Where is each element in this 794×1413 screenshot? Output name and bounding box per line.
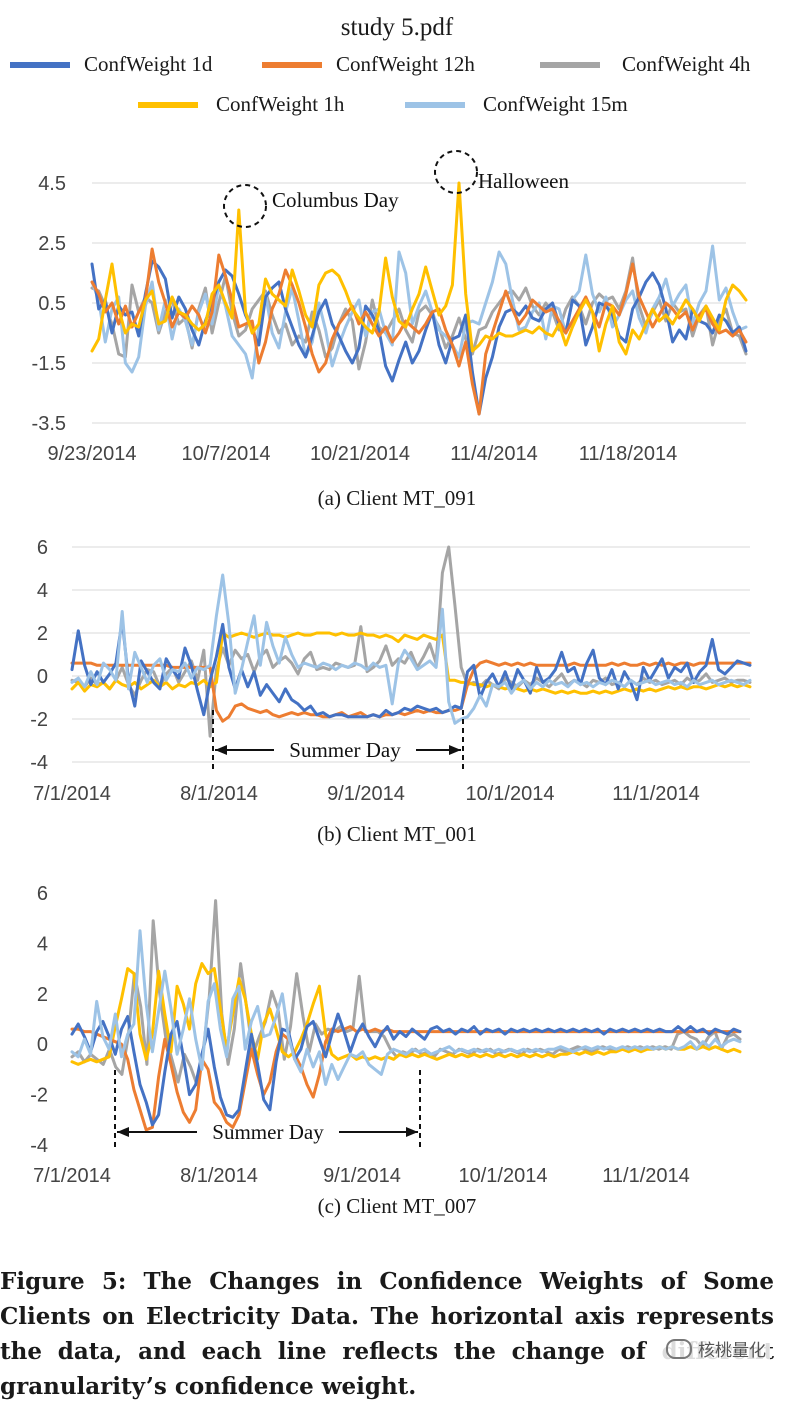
y-tick-label: -4 <box>30 752 48 774</box>
chart-legend: ConfWeight 1d ConfWeight 12h ConfWeight … <box>0 52 794 122</box>
watermark-text: 核桃量化 <box>698 1341 766 1361</box>
legend-label: ConfWeight 15m <box>483 92 628 116</box>
series-line-confweight-1d <box>70 618 752 719</box>
y-tick-label: 6 <box>37 537 48 559</box>
x-tick-label: 8/1/2014 <box>180 1165 258 1187</box>
legend-label: ConfWeight 1h <box>216 92 345 116</box>
annotation-halloween: Halloween <box>478 169 569 193</box>
y-tick-label: -2 <box>30 709 48 731</box>
document-title: study 5.pdf <box>340 14 454 41</box>
watermark: 核桃量化 <box>662 1336 770 1361</box>
chart-client-mt-001: 6 4 2 0 -2 -4 7/1/2014 8/1/2014 9/1/2014 10/1/201… <box>30 537 752 805</box>
y-tick-label: 0 <box>37 1034 48 1056</box>
annotation-summer-day: Summer Day <box>289 738 401 762</box>
summer-arrowhead-left <box>117 1127 129 1137</box>
x-tick-label: 8/1/2014 <box>180 783 258 805</box>
legend-item-conf-4h: ConfWeight 4h <box>540 52 750 77</box>
series-line-confweight-15m <box>90 244 748 380</box>
summer-arrowhead-right <box>406 1127 418 1137</box>
chart-caption-b: (b) Client MT_001 <box>317 822 477 846</box>
x-tick-label: 9/1/2014 <box>327 783 405 805</box>
series-line-confweight-15m <box>70 573 752 725</box>
legend-label: ConfWeight 4h <box>622 52 751 76</box>
x-tick-label: 7/1/2014 <box>33 1165 111 1187</box>
chart-client-mt-091: 4.5 2.5 0.5 -1.5 -3.5 9/23/2014 10/7/2014 10/21… <box>32 150 748 465</box>
x-tick-label: 10/21/2014 <box>310 443 410 465</box>
chart-caption-c: (c) Client MT_007 <box>317 1194 477 1218</box>
y-tick-label: -4 <box>30 1135 48 1157</box>
annotation-columbus-day: Columbus Day <box>272 188 399 212</box>
y-tick-label: 2 <box>37 623 48 645</box>
x-tick-label: 7/1/2014 <box>33 783 111 805</box>
y-tick-label: -1.5 <box>32 353 66 375</box>
series-line-confweight-12h <box>70 659 752 723</box>
annotation-summer-day: Summer Day <box>212 1120 324 1144</box>
y-tick-label: -3.5 <box>32 413 66 435</box>
y-tick-label: 4 <box>37 580 48 602</box>
summer-arrowhead-right <box>449 745 461 755</box>
x-tick-label: 9/23/2014 <box>48 443 137 465</box>
x-tick-label: 11/1/2014 <box>612 783 700 805</box>
y-tick-label: -2 <box>30 1085 48 1107</box>
y-tick-label: 4.5 <box>38 173 66 195</box>
x-tick-label: 10/7/2014 <box>182 443 271 465</box>
legend-item-conf-15m: ConfWeight 15m <box>405 92 628 117</box>
chart-client-mt-007: 6 4 2 0 -2 -4 7/1/2014 8/1/2014 9/1/2014 10/1/201… <box>30 883 742 1187</box>
y-tick-label: 4 <box>37 933 48 955</box>
summer-arrowhead-left <box>215 745 227 755</box>
legend-item-conf-12h: ConfWeight 12h <box>262 52 475 77</box>
y-tick-label: 0.5 <box>38 293 66 315</box>
legend-swatch <box>262 61 322 68</box>
x-tick-label: 11/18/2014 <box>579 443 678 465</box>
y-tick-label: 6 <box>37 883 48 905</box>
series-line-confweight-15m <box>70 929 742 1086</box>
y-tick-label: 2.5 <box>38 233 66 255</box>
x-tick-label: 10/1/2014 <box>466 783 555 805</box>
figure-caption: Figure 5: The Changes in Confidence Weig… <box>0 1268 774 1400</box>
legend-swatch <box>540 61 600 68</box>
y-tick-label: 2 <box>37 984 48 1006</box>
x-tick-label: 10/1/2014 <box>459 1165 548 1187</box>
legend-label: ConfWeight 12h <box>336 52 475 76</box>
x-tick-label: 9/1/2014 <box>323 1165 401 1187</box>
series-line-confweight-1d <box>90 259 748 416</box>
series-line-confweight-1h <box>90 181 748 356</box>
legend-swatch <box>138 101 198 108</box>
x-tick-label: 11/4/2014 <box>450 443 538 465</box>
annotation-circle-halloween <box>434 150 478 194</box>
legend-label: ConfWeight 1d <box>84 52 213 76</box>
series-line-confweight-1h <box>70 631 752 695</box>
series-line-confweight-1d <box>70 1012 742 1127</box>
legend-swatch <box>10 61 70 68</box>
series-line-confweight-4h <box>70 545 752 738</box>
legend-swatch <box>405 101 465 108</box>
series-line-confweight-12h <box>90 247 748 416</box>
series-line-confweight-1h <box>70 962 742 1066</box>
annotation-circle-columbus <box>223 184 267 228</box>
chart-caption-a: (a) Client MT_091 <box>317 486 477 510</box>
y-tick-label: 0 <box>37 666 48 688</box>
x-tick-label: 11/1/2014 <box>602 1165 690 1187</box>
legend-item-conf-1h: ConfWeight 1h <box>138 92 344 117</box>
wechat-icon <box>666 1338 692 1359</box>
legend-item-conf-1d: ConfWeight 1d <box>10 52 212 77</box>
